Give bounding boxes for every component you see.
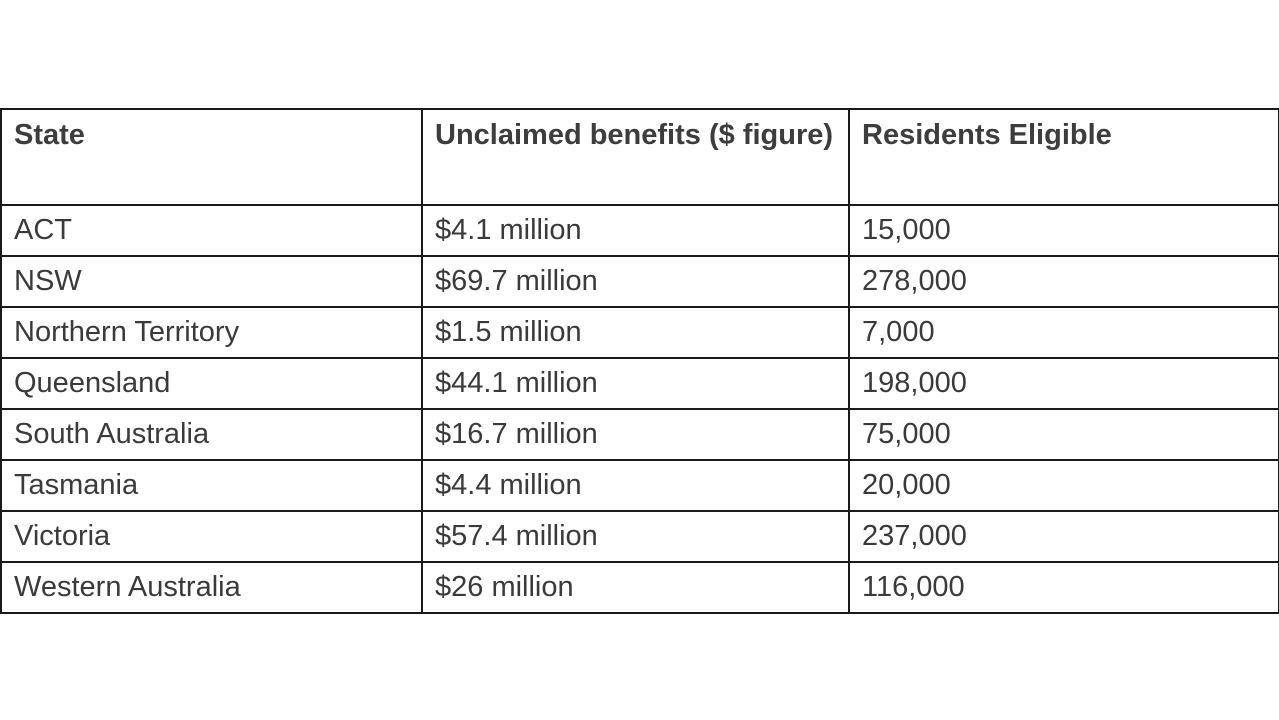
table-header: State Unclaimed benefits ($ figure) Resi… (0, 108, 1279, 206)
cell-unclaimed-benefits: $1.5 million (421, 306, 850, 359)
cell-residents-eligible: 20,000 (848, 459, 1279, 512)
table-row: South Australia $16.7 million 75,000 (0, 408, 1279, 461)
benefits-table-container: State Unclaimed benefits ($ figure) Resi… (0, 108, 1279, 614)
cell-residents-eligible: 7,000 (848, 306, 1279, 359)
cell-unclaimed-benefits: $4.1 million (421, 204, 850, 257)
cell-state: ACT (0, 204, 423, 257)
cell-residents-eligible: 278,000 (848, 255, 1279, 308)
table-row: Northern Territory $1.5 million 7,000 (0, 306, 1279, 359)
cell-residents-eligible: 237,000 (848, 510, 1279, 563)
cell-state: Western Australia (0, 561, 423, 614)
cell-state: NSW (0, 255, 423, 308)
cell-residents-eligible: 198,000 (848, 357, 1279, 410)
table-body: ACT $4.1 million 15,000 NSW $69.7 millio… (0, 204, 1279, 614)
table-row: ACT $4.1 million 15,000 (0, 204, 1279, 257)
benefits-table: State Unclaimed benefits ($ figure) Resi… (0, 108, 1279, 614)
cell-state: Tasmania (0, 459, 423, 512)
cell-unclaimed-benefits: $44.1 million (421, 357, 850, 410)
header-state: State (0, 108, 423, 206)
cell-unclaimed-benefits: $4.4 million (421, 459, 850, 512)
cell-unclaimed-benefits: $57.4 million (421, 510, 850, 563)
cell-state: South Australia (0, 408, 423, 461)
cell-unclaimed-benefits: $69.7 million (421, 255, 850, 308)
table-row: Tasmania $4.4 million 20,000 (0, 459, 1279, 512)
cell-state: Northern Territory (0, 306, 423, 359)
table-row: Western Australia $26 million 116,000 (0, 561, 1279, 614)
table-row: Queensland $44.1 million 198,000 (0, 357, 1279, 410)
table-row: Victoria $57.4 million 237,000 (0, 510, 1279, 563)
cell-residents-eligible: 15,000 (848, 204, 1279, 257)
cell-residents-eligible: 116,000 (848, 561, 1279, 614)
cell-residents-eligible: 75,000 (848, 408, 1279, 461)
cell-state: Victoria (0, 510, 423, 563)
table-row: NSW $69.7 million 278,000 (0, 255, 1279, 308)
cell-unclaimed-benefits: $26 million (421, 561, 850, 614)
header-unclaimed-benefits: Unclaimed benefits ($ figure) (421, 108, 850, 206)
cell-unclaimed-benefits: $16.7 million (421, 408, 850, 461)
cell-state: Queensland (0, 357, 423, 410)
header-row: State Unclaimed benefits ($ figure) Resi… (0, 108, 1279, 206)
header-residents-eligible: Residents Eligible (848, 108, 1279, 206)
